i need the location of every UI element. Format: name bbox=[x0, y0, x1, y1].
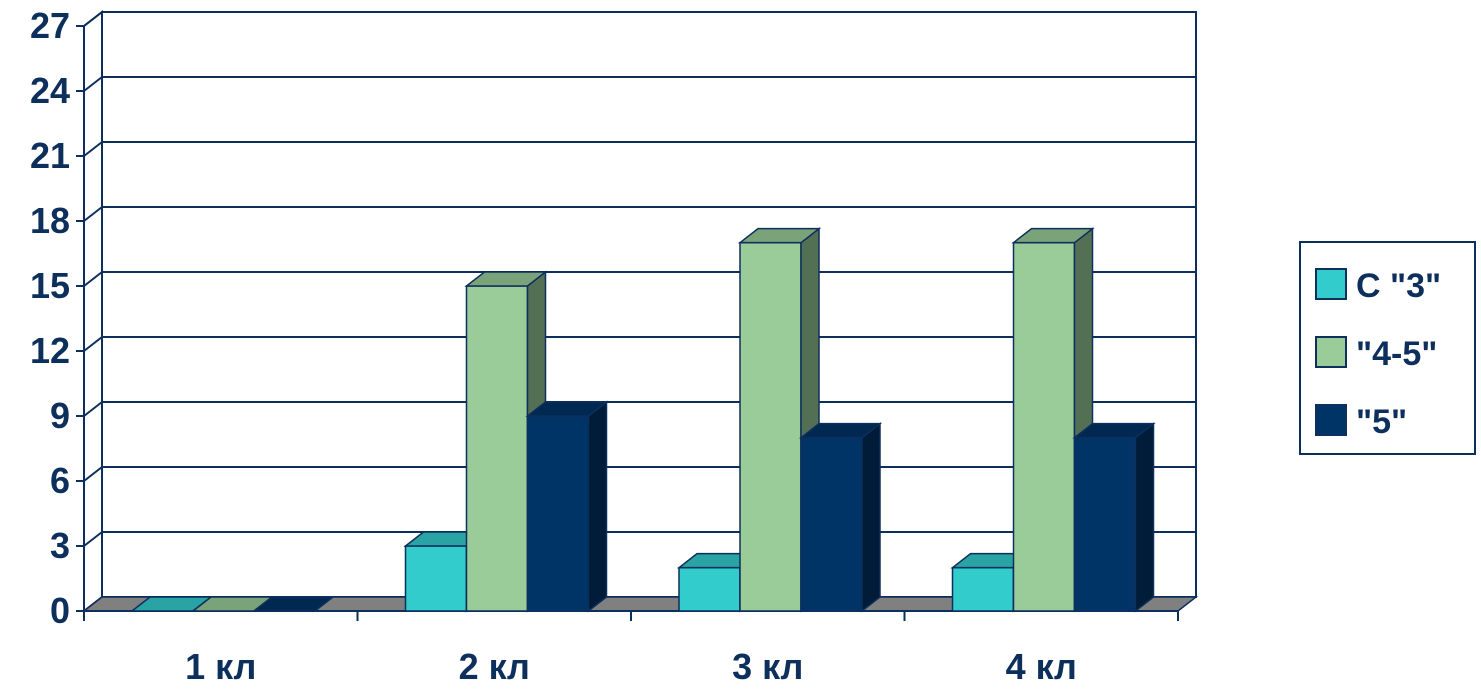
bar bbox=[1072, 422, 1156, 613]
y-axis-tick-labels: 0 3 6 9 12 15 18 21 24 27 bbox=[30, 5, 70, 631]
legend: С "3" "4-5" "5" bbox=[1299, 241, 1476, 455]
bar bbox=[737, 227, 822, 613]
gridline-side bbox=[83, 11, 103, 27]
x-category-label: 4 кл bbox=[1006, 646, 1077, 687]
gridline-side bbox=[83, 76, 103, 92]
y-tick-label: 0 bbox=[50, 590, 70, 631]
gridline-side bbox=[83, 401, 103, 417]
y-tick-label: 12 bbox=[30, 330, 70, 371]
y-tick-label: 9 bbox=[50, 395, 70, 436]
legend-item: "4-5" bbox=[1315, 335, 1437, 373]
gridline-side bbox=[83, 206, 103, 222]
y-tick-label: 27 bbox=[30, 5, 70, 46]
gridline-side bbox=[83, 336, 103, 352]
gridline-side bbox=[83, 531, 103, 547]
legend-item: С "3" bbox=[1315, 267, 1441, 305]
bar bbox=[251, 596, 336, 612]
x-category-label: 1 кл bbox=[185, 646, 256, 687]
legend-swatch bbox=[1315, 336, 1347, 368]
legend-swatch bbox=[1315, 268, 1347, 300]
bar bbox=[525, 400, 609, 613]
legend-label: "5" bbox=[1356, 403, 1407, 441]
x-axis-category-labels: 1 кл 2 кл 3 кл 4 кл bbox=[185, 646, 1077, 687]
legend-label: С "3" bbox=[1356, 267, 1441, 305]
x-category-label: 2 кл bbox=[459, 646, 530, 687]
bar bbox=[798, 422, 883, 613]
legend-label: "4-5" bbox=[1356, 335, 1437, 373]
gridline-side bbox=[83, 466, 103, 482]
legend-item: "5" bbox=[1315, 403, 1407, 441]
y-tick-label: 18 bbox=[30, 200, 70, 241]
bars bbox=[129, 227, 1156, 613]
side-wall bbox=[83, 9, 103, 614]
y-tick-label: 15 bbox=[30, 265, 70, 306]
y-tick-label: 3 bbox=[50, 525, 70, 566]
gridline-side bbox=[83, 271, 103, 287]
y-tick-label: 6 bbox=[50, 460, 70, 501]
y-tick-label: 21 bbox=[30, 135, 70, 176]
legend-swatch bbox=[1315, 404, 1347, 436]
y-tick-label: 24 bbox=[30, 70, 70, 111]
x-category-label: 3 кл bbox=[732, 646, 803, 687]
gridline-side bbox=[83, 141, 103, 157]
